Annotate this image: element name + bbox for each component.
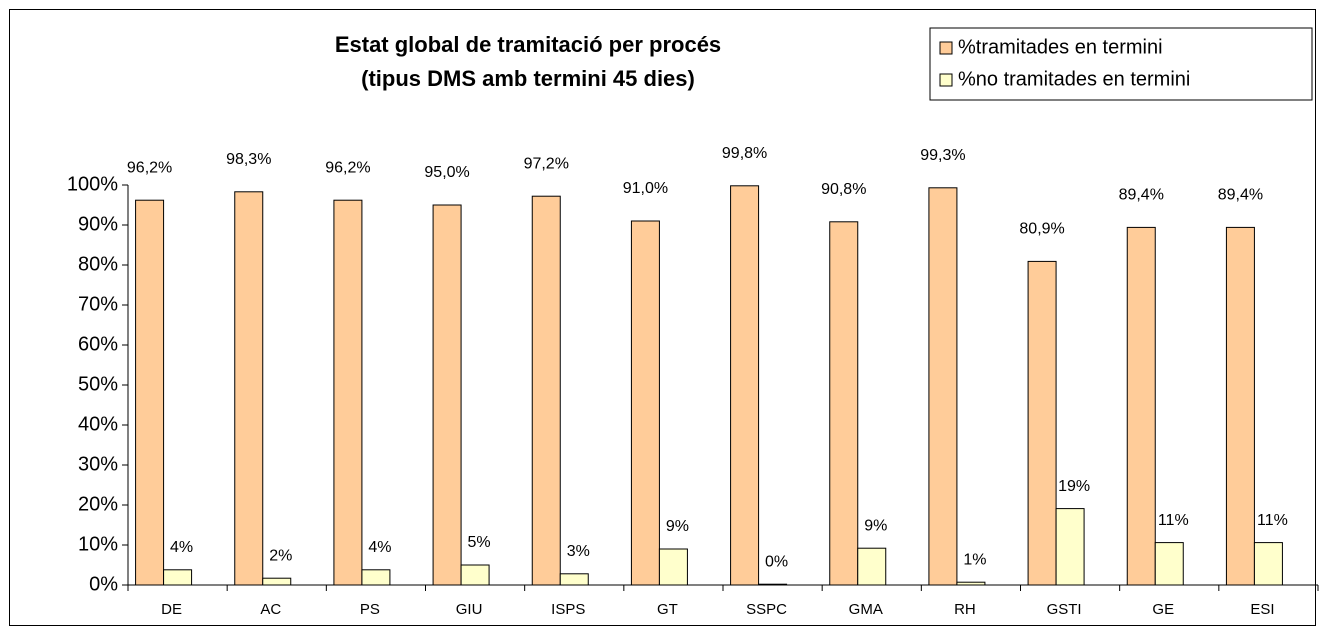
bar [928, 187, 958, 586]
value-label: 99,8% [722, 145, 767, 162]
value-label: 91,0% [623, 180, 668, 197]
bar [531, 195, 561, 586]
bar [135, 199, 165, 586]
chart-subtitle: (tipus DMS amb termini 45 dies) [361, 66, 695, 91]
bar [758, 583, 788, 586]
value-label: 9% [864, 517, 887, 534]
y-tick-label: 0% [89, 573, 118, 595]
legend-swatch [939, 73, 953, 87]
x-tick-label: ESI [1250, 601, 1274, 618]
y-tick-label: 30% [78, 453, 118, 475]
x-tick-label: SSPC [746, 601, 787, 618]
y-tick-label: 60% [78, 333, 118, 355]
y-tick-label: 70% [78, 293, 118, 315]
x-tick-label: PS [360, 601, 380, 618]
value-label: 89,4% [1119, 187, 1164, 204]
value-label: 9% [666, 518, 689, 535]
x-tick-label: RH [954, 601, 976, 618]
value-label: 11% [1257, 512, 1288, 529]
bar [730, 185, 760, 586]
bar [1027, 260, 1057, 586]
x-tick-label: DE [161, 601, 182, 618]
y-tick-label: 90% [78, 213, 118, 235]
bar [163, 569, 193, 586]
bar [262, 577, 292, 586]
x-tick-label: GT [657, 601, 678, 618]
bar [1055, 508, 1085, 586]
bar [559, 573, 589, 586]
x-tick-label: GE [1152, 601, 1174, 618]
legend-label: %tramitades en termini [958, 36, 1163, 58]
chart-title: Estat global de tramitació per procés [335, 32, 721, 57]
bar [460, 564, 490, 586]
x-tick-label: GSTI [1047, 601, 1082, 618]
bar [1154, 542, 1184, 586]
value-label: 4% [170, 539, 193, 556]
value-label: 80,9% [1019, 221, 1064, 238]
bar [333, 199, 363, 586]
x-tick-label: GIU [456, 601, 483, 618]
value-label: 3% [567, 543, 590, 560]
y-tick-label: 40% [78, 413, 118, 435]
x-tick-label: ISPS [551, 601, 585, 618]
y-tick-label: 100% [67, 173, 118, 195]
value-label: 98,3% [226, 151, 271, 168]
value-label: 99,3% [920, 147, 965, 164]
value-label: 89,4% [1218, 187, 1263, 204]
bar [432, 204, 462, 586]
value-label: 97,2% [524, 155, 569, 172]
value-label: 4% [368, 539, 391, 556]
legend-box [929, 27, 1313, 101]
value-label: 5% [468, 534, 491, 551]
value-label: 90,8% [821, 181, 866, 198]
bar [630, 220, 660, 586]
bar [1126, 226, 1156, 586]
bar [361, 569, 391, 586]
bar [1225, 226, 1255, 586]
y-tick-label: 50% [78, 373, 118, 395]
y-tick-label: 20% [78, 493, 118, 515]
bar [956, 581, 986, 586]
y-tick-label: 80% [78, 253, 118, 275]
bar [1253, 542, 1283, 586]
bar [857, 547, 887, 586]
x-tick-label: AC [260, 601, 281, 618]
bar [234, 191, 264, 586]
chart-frame [9, 9, 1316, 626]
value-label: 1% [963, 551, 986, 568]
bar [658, 548, 688, 586]
legend-label: %no tramitades en termini [958, 68, 1190, 90]
value-label: 0% [765, 553, 788, 570]
value-label: 95,0% [424, 164, 469, 181]
value-label: 19% [1058, 478, 1090, 495]
value-label: 2% [269, 547, 292, 564]
value-label: 11% [1158, 512, 1189, 529]
x-tick-label: GMA [849, 601, 883, 618]
value-label: 96,2% [127, 159, 172, 176]
bar [829, 221, 859, 586]
value-label: 96,2% [325, 159, 370, 176]
y-tick-label: 10% [78, 533, 118, 555]
legend-swatch [939, 41, 953, 55]
